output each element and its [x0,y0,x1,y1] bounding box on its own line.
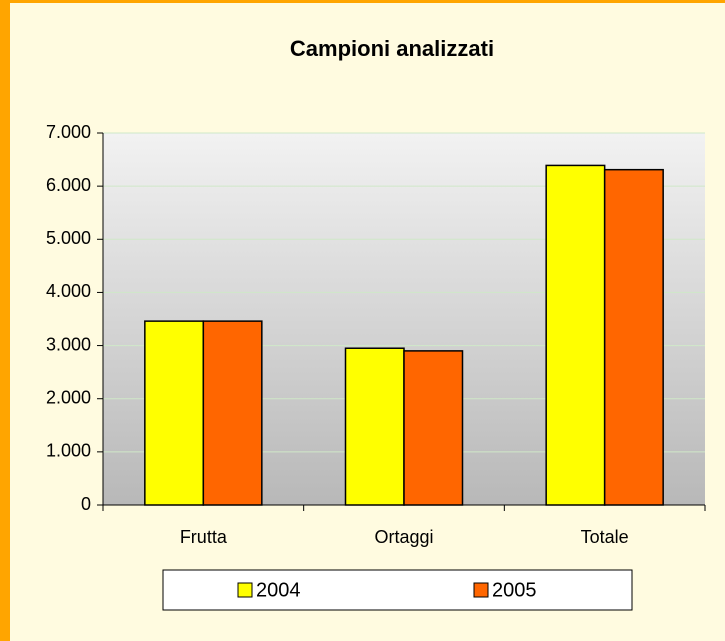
bars [144,164,664,506]
y-tick-label: 4.000 [46,281,91,301]
legend-label: 2005 [492,579,537,601]
y-tick-label: 3.000 [46,334,91,354]
bar [545,164,606,506]
bar [202,320,263,506]
chart-title: Campioni analizzati [290,36,494,61]
top-strip [10,0,725,3]
legend-swatch [473,582,489,598]
legend-box [162,569,633,611]
legend-label: 2004 [256,579,301,601]
y-tick-label: 0 [81,494,91,514]
x-tick-label: Totale [581,527,629,547]
x-tick-label: Frutta [180,527,228,547]
bar [603,168,664,506]
bar [403,350,464,506]
y-tick-label: 6.000 [46,175,91,195]
legend-swatch [237,582,253,598]
bar [344,347,405,506]
x-tick-label: Ortaggi [374,527,433,547]
y-tick-label: 5.000 [46,228,91,248]
legend: 2004 2005 [237,579,537,601]
axes: 0 1.000 2.000 3.000 4.000 5.000 6.000 7.000 Frut… [46,122,706,547]
bar [144,320,205,506]
side-strip [0,0,10,641]
y-tick-label: 1.000 [46,441,91,461]
y-tick-label: 7.000 [46,122,91,142]
y-tick-label: 2.000 [46,387,91,407]
